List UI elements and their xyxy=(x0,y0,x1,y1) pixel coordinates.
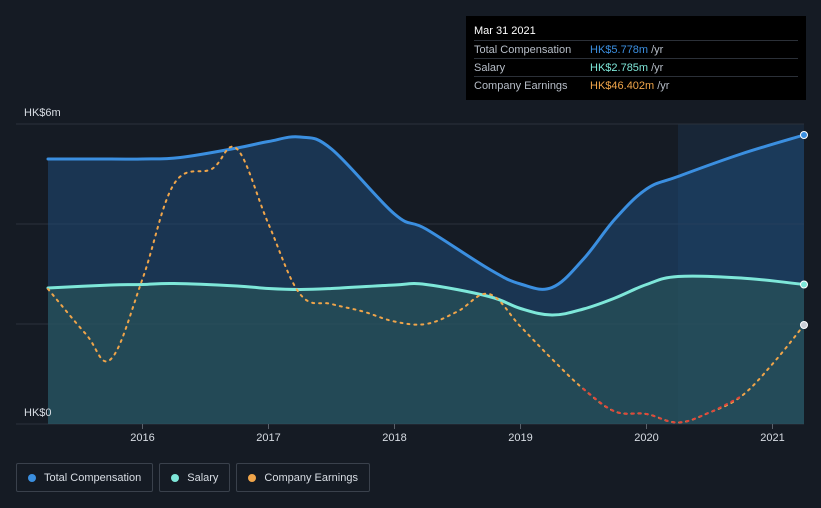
series-lines xyxy=(46,133,806,424)
legend-company-earnings[interactable]: Company Earnings xyxy=(236,463,370,492)
tooltip-label: Company Earnings xyxy=(474,79,568,92)
tooltip-value: HK$2.785m xyxy=(590,61,649,74)
y-axis-min-label: HK$0 xyxy=(24,407,52,419)
x-tick-label: 2020 xyxy=(634,432,658,444)
x-tick-label: 2021 xyxy=(760,432,784,444)
tooltip-row-company-earnings: Company Earnings HK$46.402m /yr xyxy=(474,76,798,94)
y-axis-max-label: HK$6m xyxy=(24,107,61,119)
tooltip-unit: /yr xyxy=(657,79,670,92)
series-line xyxy=(47,145,805,424)
tooltip-unit: /yr xyxy=(651,61,664,74)
x-tick-label: 2017 xyxy=(256,432,280,444)
legend-label: Company Earnings xyxy=(264,471,358,484)
x-tick-label: 2016 xyxy=(130,432,154,444)
tooltip-row-total-compensation: Total Compensation HK$5.778m /yr xyxy=(474,40,798,58)
legend-dot-icon xyxy=(28,473,36,482)
earnings-low-segment xyxy=(582,388,742,424)
tooltip-value: HK$46.402m xyxy=(590,79,655,92)
series-end-marker xyxy=(800,131,808,139)
area-fills xyxy=(48,135,804,424)
tooltip-panel: Mar 31 2021 Total Compensation HK$5.778m… xyxy=(466,16,806,100)
series-area xyxy=(48,276,804,424)
series-line xyxy=(46,133,806,291)
legend-label: Salary xyxy=(187,471,219,484)
series-line xyxy=(46,274,806,317)
tooltip-date: Mar 31 2021 xyxy=(474,25,536,37)
legend-dot-icon xyxy=(171,473,180,482)
series-end-marker xyxy=(800,321,808,329)
x-axis: 2016 2017 2018 2019 2020 2021 xyxy=(130,424,785,444)
chart-legend: Total Compensation Salary Company Earnin… xyxy=(16,463,370,492)
tooltip-row-salary: Salary HK$2.785m /yr xyxy=(474,58,798,76)
legend-dot-icon xyxy=(248,473,257,482)
series-end-marker xyxy=(800,280,808,289)
x-tick-label: 2018 xyxy=(382,432,406,444)
end-markers xyxy=(800,131,808,329)
legend-salary[interactable]: Salary xyxy=(159,463,231,492)
x-tick-label: 2019 xyxy=(508,432,532,444)
tooltip-unit: /yr xyxy=(651,43,664,56)
tooltip-value: HK$5.778m xyxy=(590,43,649,56)
legend-total-compensation[interactable]: Total Compensation xyxy=(16,463,154,492)
tooltip-label: Salary xyxy=(474,61,506,74)
tooltip-label: Total Compensation xyxy=(474,43,572,56)
legend-label: Total Compensation xyxy=(44,471,142,484)
